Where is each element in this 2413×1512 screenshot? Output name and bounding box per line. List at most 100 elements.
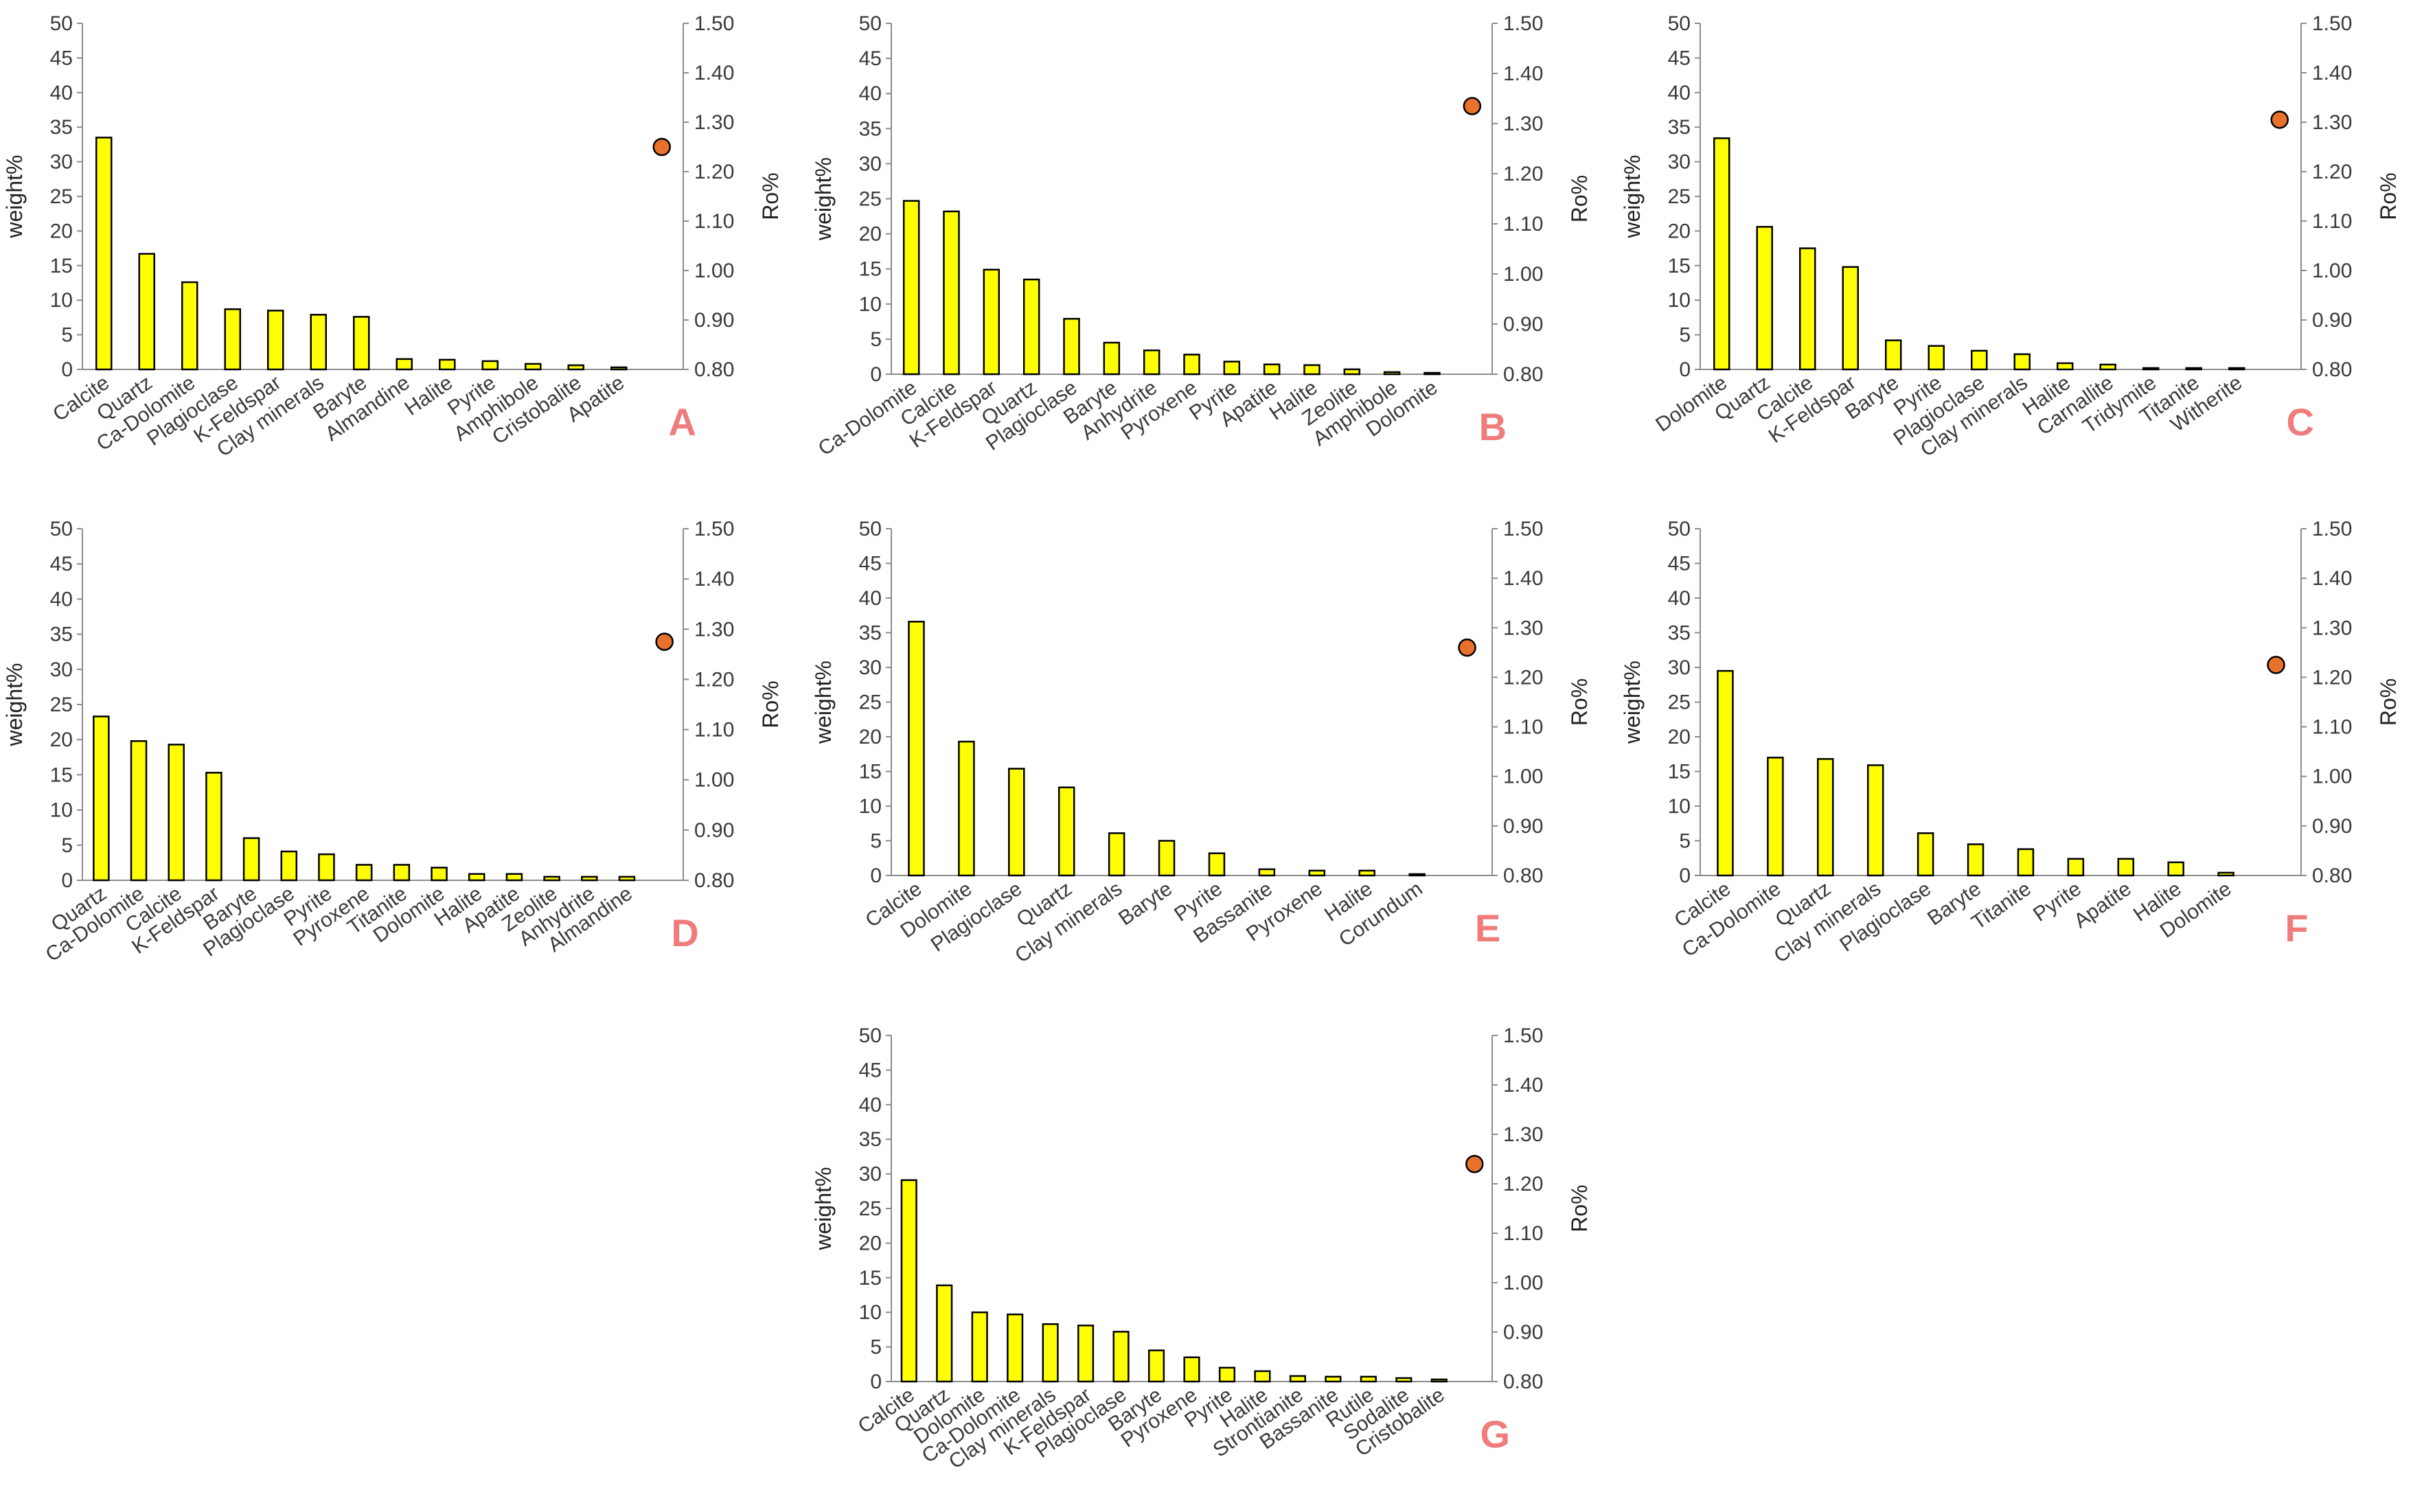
y2-tick-label: 1.20 (2312, 161, 2352, 183)
y-tick-label: 0 (61, 358, 73, 381)
bar (1143, 350, 1160, 376)
y2-tick-label: 1.50 (694, 12, 734, 35)
y-tick-label: 10 (859, 795, 882, 818)
y-tick-label: 30 (1668, 151, 1691, 174)
y-tick-label: 40 (859, 82, 882, 105)
ro-point (2270, 111, 2289, 129)
y-tick-label: 45 (859, 553, 882, 575)
y2-tick-label: 0.80 (2312, 358, 2352, 381)
y-tick-label: 15 (50, 255, 73, 277)
bar (2228, 367, 2245, 371)
bar (138, 253, 155, 371)
ro-point (1463, 97, 1482, 115)
panel-letter: C (2287, 400, 2314, 444)
y-tick-label: 35 (1668, 622, 1691, 645)
bar (543, 875, 560, 882)
y2-tick-label: 0.90 (694, 819, 734, 842)
y-tick-label: 15 (1668, 761, 1691, 783)
bar (1183, 1356, 1200, 1383)
y2-tick-label: 1.00 (1503, 766, 1543, 788)
bar (1308, 869, 1326, 877)
y2-tick-label: 0.80 (2312, 864, 2352, 887)
y-tick-label: 5 (870, 1336, 882, 1359)
y-tick-label: 20 (50, 729, 73, 751)
bar (242, 837, 260, 882)
y2-tick-label: 1.30 (2312, 111, 2352, 134)
bar (1057, 786, 1075, 877)
y2-tick-label: 1.50 (2312, 518, 2352, 540)
y2-tick-label: 1.20 (1503, 163, 1543, 185)
bar (610, 366, 628, 371)
y2-axis-title: Ro% (758, 172, 783, 220)
y2-tick-label: 1.30 (694, 111, 734, 134)
y2-axis-title: Ro% (2376, 172, 2401, 220)
bar (1842, 266, 1859, 371)
y-tick-label: 30 (50, 151, 73, 174)
y-tick-label: 20 (859, 1232, 882, 1255)
chart-panel-b: 0 5 10 15 20 25 30 35 40 45 50 0.80 0.90 1.00 1.10 1.20… (811, 12, 1592, 460)
y2-tick-label: 1.30 (694, 618, 734, 641)
y2-tick-label: 0.80 (1503, 864, 1543, 887)
bar (481, 360, 499, 371)
bar (1108, 832, 1125, 877)
y-tick-label: 50 (1668, 518, 1691, 540)
y2-tick-label: 1.00 (2312, 260, 2352, 282)
y-tick-label: 25 (859, 1198, 882, 1220)
bar (936, 1284, 953, 1383)
y2-tick-label: 1.00 (1503, 263, 1543, 286)
y-tick-label: 25 (50, 185, 73, 208)
y-axis-title: weight% (811, 1167, 836, 1251)
bar (1971, 350, 1988, 371)
y2-tick-label: 1.40 (694, 62, 734, 84)
bar (1358, 869, 1375, 877)
bar (1158, 840, 1176, 877)
panel-letter: B (1479, 405, 1507, 448)
y2-tick-label: 0.90 (1503, 815, 1543, 838)
bar (1395, 1377, 1413, 1383)
bar (181, 281, 198, 371)
y2-tick-label: 1.20 (1503, 1173, 1543, 1195)
y2-tick-label: 1.20 (1503, 666, 1543, 689)
y-tick-label: 0 (870, 1371, 882, 1393)
bar (525, 363, 542, 371)
y2-tick-label: 0.80 (1503, 363, 1543, 386)
bar (2185, 367, 2202, 371)
ro-point (2267, 656, 2285, 674)
y2-axis-title: Ro% (1567, 175, 1592, 222)
y-tick-label: 45 (859, 47, 882, 70)
bar (1147, 1349, 1165, 1383)
chart-panel-f: 0 5 10 15 20 25 30 35 40 45 50 0.80 0.90 1.00 1.10 1.20… (1620, 518, 2401, 967)
bar (439, 358, 456, 371)
y-tick-label: 0 (870, 864, 882, 887)
bar (581, 875, 598, 882)
y2-tick-label: 1.10 (1503, 716, 1543, 739)
y-tick-label: 10 (859, 293, 882, 316)
panel-letter: E (1475, 906, 1500, 950)
y2-tick-label: 0.80 (694, 869, 734, 892)
bar (1343, 368, 1361, 376)
bar (1408, 873, 1426, 877)
bar (1866, 764, 1884, 877)
bar (2013, 353, 2031, 371)
bar (1183, 354, 1200, 376)
y2-axis-title: Ro% (1567, 1184, 1592, 1232)
y-tick-label: 10 (1668, 289, 1691, 312)
bar (1112, 1331, 1130, 1383)
bar (396, 358, 413, 371)
bar (1717, 669, 1734, 877)
y-tick-label: 35 (859, 1128, 882, 1151)
y-tick-label: 45 (1668, 47, 1691, 69)
y-tick-label: 25 (1668, 185, 1691, 208)
bar (2057, 362, 2074, 371)
y-tick-label: 50 (859, 1024, 882, 1047)
ro-point (652, 137, 671, 157)
y2-tick-label: 1.00 (694, 769, 734, 792)
y2-tick-label: 1.00 (694, 260, 734, 282)
bar (205, 772, 222, 882)
bar (1303, 364, 1320, 376)
bar (168, 744, 185, 882)
chart-panel-c: 0 5 10 15 20 25 30 35 40 45 50 0.80 0.90 1.00 1.10 1.20… (1620, 12, 2401, 461)
y-tick-label: 15 (859, 258, 882, 281)
y2-tick-label: 0.90 (694, 309, 734, 332)
